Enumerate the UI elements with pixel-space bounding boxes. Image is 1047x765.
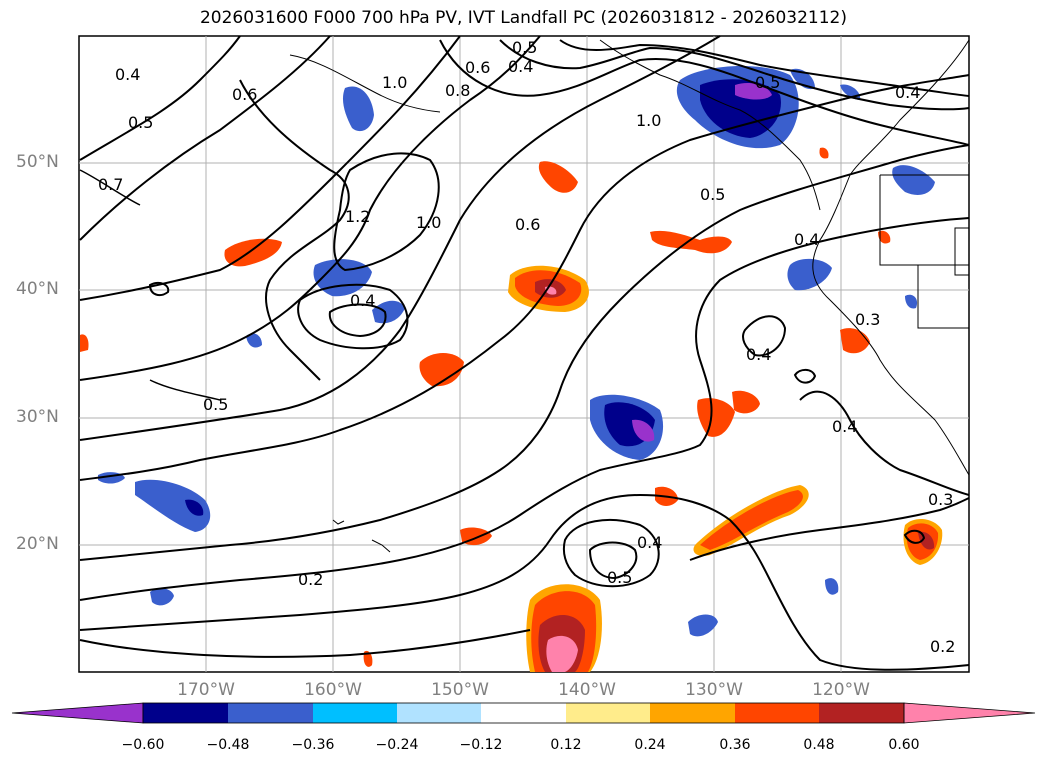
colorbar-tick-label: −0.48 (206, 737, 250, 753)
colorbar-tick-label: 0.12 (550, 737, 582, 753)
contour-label: 0.5 (512, 38, 537, 57)
colorbar-segment (397, 703, 481, 723)
contour-label: 0.3 (928, 490, 953, 509)
colorbar-tick-label: −0.36 (291, 737, 335, 753)
contour-label: 1.0 (382, 73, 407, 92)
contour-label: 0.5 (128, 113, 153, 132)
colorbar-segment (481, 703, 566, 723)
contour-label: 0.8 (445, 81, 470, 100)
colorbar-outline (142, 702, 905, 724)
lon-label: 140°W (558, 680, 616, 700)
lat-label: 20°N (16, 534, 59, 554)
contour-label: 0.4 (895, 83, 920, 102)
colorbar-tick-label: 0.60 (888, 737, 920, 753)
colorbar-tick-label: 0.24 (634, 737, 666, 753)
contour-label: 0.7 (98, 175, 123, 194)
lon-label: 150°W (431, 680, 489, 700)
colorbar-tick-label: 0.48 (803, 737, 835, 753)
contour-label: 0.4 (508, 57, 533, 76)
thin-contours (79, 169, 221, 401)
colorbar-segment (735, 703, 819, 723)
contour-labels: 0.4 0.5 0.6 0.4 1.0 0.8 0.6 0.5 0.4 1.0 … (98, 38, 955, 656)
lat-label: 50°N (16, 152, 59, 172)
colorbar-tick-label: 0.36 (719, 737, 751, 753)
lat-label: 30°N (16, 407, 59, 427)
colorbar-segment (228, 703, 313, 723)
lon-label: 170°W (177, 680, 235, 700)
lon-label: 160°W (304, 680, 362, 700)
colorbar-extend-min (11, 702, 144, 724)
map-title: 2026031600 F000 700 hPa PV, IVT Landfall… (199, 8, 847, 28)
contour-label: 0.4 (746, 345, 771, 364)
map-frame (78, 35, 970, 673)
lon-label: 130°W (685, 680, 743, 700)
contour-label: 0.4 (637, 533, 662, 552)
contour-label: 0.4 (115, 65, 140, 84)
colorbar-segment (819, 703, 904, 723)
negative-anomaly-patches (98, 65, 935, 637)
contour-label: 0.6 (515, 215, 540, 234)
contour-label: 0.2 (298, 570, 323, 589)
lat-label: 40°N (16, 279, 59, 299)
contour-label: 0.3 (855, 310, 880, 329)
contour-label: 0.5 (203, 395, 228, 414)
colorbar-segment (313, 703, 397, 723)
contour-label: 0.5 (700, 185, 725, 204)
colorbar-extend-max (903, 702, 1036, 724)
pv-contours (79, 35, 970, 671)
contour-label: 0.4 (350, 291, 375, 310)
colorbar-tick-label: −0.24 (375, 737, 419, 753)
contour-label: 1.2 (345, 207, 370, 226)
contour-label: 0.6 (465, 58, 490, 77)
contour-label: 0.2 (930, 637, 955, 656)
colorbar (11, 702, 1036, 724)
colorbar-tick-label: −0.60 (121, 737, 165, 753)
colorbar-segment (650, 703, 735, 723)
colorbar-tick-label: −0.12 (459, 737, 503, 753)
contour-label: 0.4 (794, 230, 819, 249)
lon-label: 120°W (812, 680, 870, 700)
contour-label: 0.4 (832, 417, 857, 436)
coastlines (289, 39, 970, 553)
contour-label: 0.5 (755, 73, 780, 92)
contour-label: 0.6 (232, 85, 257, 104)
contour-label: 1.0 (636, 111, 661, 130)
colorbar-segment (143, 703, 228, 723)
colorbar-segment (566, 703, 650, 723)
contour-label: 0.5 (607, 568, 632, 587)
contour-label: 1.0 (416, 213, 441, 232)
